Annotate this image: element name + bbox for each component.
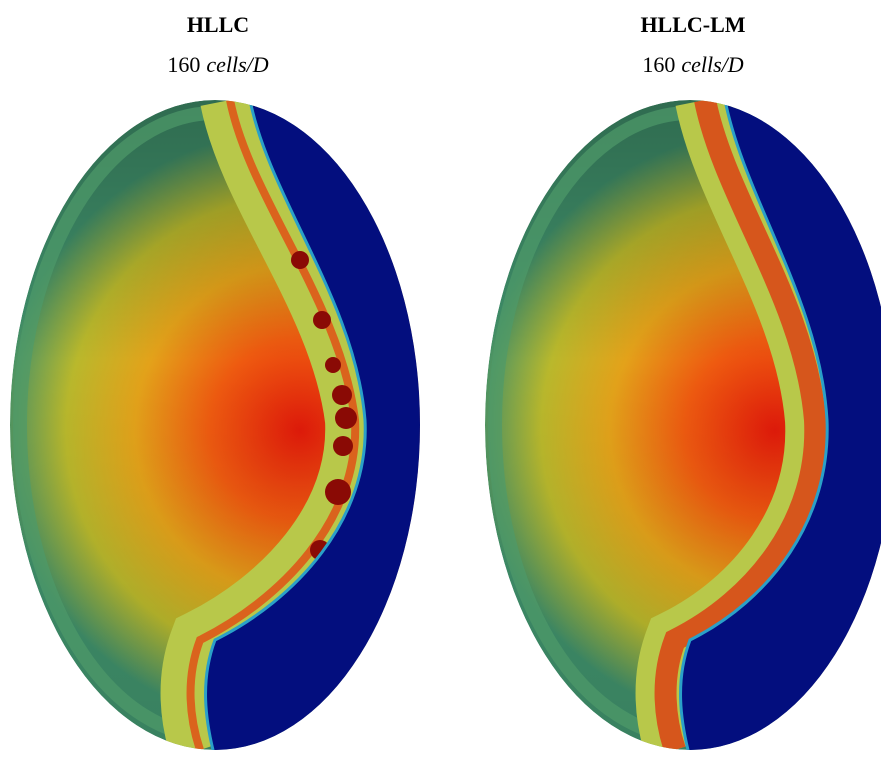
cell-unit: cells/D <box>206 52 268 77</box>
figure: HLLC 160cells/D HLLC-LM 160cells/D <box>0 0 881 758</box>
cell-unit: cells/D <box>681 52 743 77</box>
simulation-image <box>10 90 440 758</box>
cell-count: 160 <box>642 52 675 77</box>
simulation-image <box>485 90 881 758</box>
panel-title: HLLC-LM <box>640 12 745 37</box>
page: {"panels": [ {"title": "HLLC", "subtitle… <box>0 0 881 758</box>
panel-title: HLLC <box>187 12 249 37</box>
cell-count: 160 <box>167 52 200 77</box>
